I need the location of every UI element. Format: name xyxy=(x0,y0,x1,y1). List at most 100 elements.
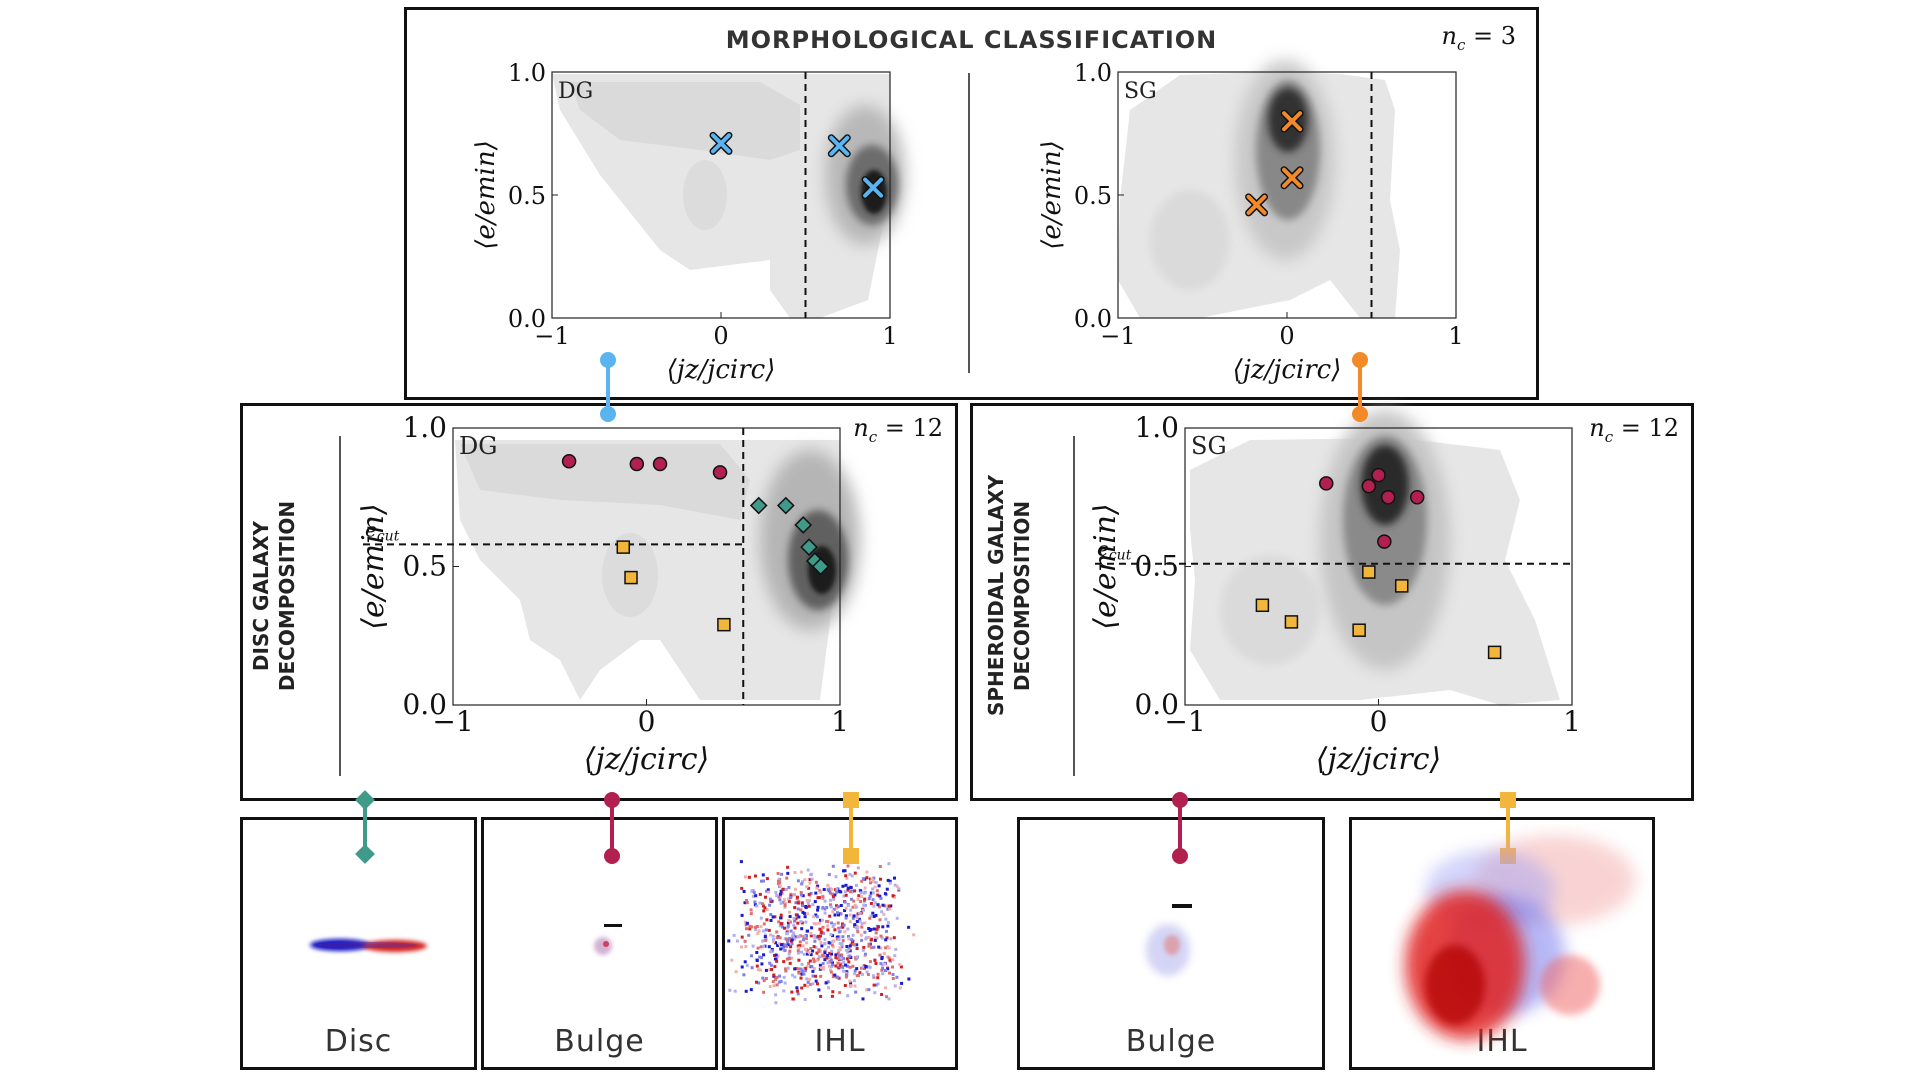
ihl-pixel xyxy=(887,904,891,908)
ihl-pixel xyxy=(846,904,850,908)
ecut-label: ecut xyxy=(365,517,400,544)
ihl-pixel xyxy=(773,953,776,957)
ihl-pixel xyxy=(881,967,885,970)
x-axis-label: ⟨jz/jcirc⟩ xyxy=(667,355,776,385)
ihl-pixel xyxy=(843,890,847,894)
marker-ihl xyxy=(1284,615,1299,629)
marker-cluster-centres xyxy=(827,134,851,158)
ihl-pixel xyxy=(823,958,827,962)
ihl-pixel xyxy=(778,924,782,928)
ihl-pixel xyxy=(807,951,811,955)
ihl-pixel xyxy=(796,901,800,905)
ihl-pixel xyxy=(872,945,876,949)
ihl-pixel xyxy=(842,894,846,898)
ihl-pixel xyxy=(886,967,890,971)
ihl-pixel xyxy=(893,895,896,899)
ihl-pixel xyxy=(834,956,838,960)
ihl-pixel xyxy=(783,926,786,930)
ihl-pixel xyxy=(880,993,884,996)
ihl-pixel xyxy=(779,894,782,898)
ihl-pixel xyxy=(837,926,841,930)
ihl-pixel xyxy=(795,895,799,899)
panel-label: SG xyxy=(1191,432,1227,460)
ihl-pixel xyxy=(883,962,887,966)
marker-bulge xyxy=(652,456,668,472)
ihl-pixel xyxy=(891,958,895,962)
ihl-pixel xyxy=(772,984,776,988)
ihl-pixel xyxy=(841,884,845,888)
ihl-pixel xyxy=(817,937,821,941)
chart-middle-right: SG −1 0 1 0.0 0.5 1.0 ⟨jz/jcirc⟩ ⟨e/emin⟩ecut xyxy=(1088,411,1581,777)
ihl-pixel xyxy=(861,948,865,952)
ihl-pixel xyxy=(796,989,799,993)
ihl-pixel xyxy=(879,934,883,938)
ihl-pixel xyxy=(791,973,794,977)
ihl-pixel xyxy=(768,985,772,988)
ihl-pixel xyxy=(819,974,823,978)
ihl-pixel xyxy=(835,937,839,941)
ihl-pixel xyxy=(907,977,911,981)
ihl-pixel xyxy=(787,899,791,903)
ihl-pixel xyxy=(799,891,803,894)
ihl-pixel xyxy=(781,887,785,891)
ihl-pixel xyxy=(884,986,888,990)
ihl-pixel xyxy=(871,887,875,891)
ihl-pixel xyxy=(756,968,760,972)
ihl-pixel xyxy=(830,965,833,968)
connector-teal-top-diamond xyxy=(355,790,375,810)
ihl-pixel xyxy=(783,948,787,952)
chart-middle-left: DG −1 0 1 0.0 0.5 1.0 ⟨jz/jcirc⟩ ⟨e/emin⟩ecut xyxy=(356,411,849,777)
panel-label: DG xyxy=(558,79,593,104)
connector-crimson-right-top-dot xyxy=(1172,792,1188,808)
ihl-pixel xyxy=(792,917,796,920)
ihl-pixel xyxy=(808,959,812,963)
ihl-pixel xyxy=(825,906,829,909)
ihl-pixel xyxy=(853,871,857,875)
connector-blue xyxy=(600,352,616,422)
ihl-pixel xyxy=(796,921,800,925)
panel-label: SG xyxy=(1124,79,1157,104)
ihl-pixel xyxy=(855,947,859,950)
ihl-pixel xyxy=(874,931,878,935)
ihl-pixel xyxy=(793,919,797,923)
ihl-pixel xyxy=(754,874,757,878)
ihl-pixel xyxy=(826,883,830,887)
marker-bulge xyxy=(1380,490,1396,505)
ihl-pixel xyxy=(834,953,838,957)
ihl-pixel xyxy=(796,907,800,911)
ecut-label-sub: cut xyxy=(377,528,400,544)
ihl-pixel xyxy=(853,969,857,973)
ihl-pixel xyxy=(821,953,825,957)
ihl-pixel xyxy=(875,927,879,931)
ihl-pixel xyxy=(851,940,854,944)
ihl-pixel xyxy=(732,933,736,937)
ihl-pixel xyxy=(759,945,763,949)
ihl-pixel xyxy=(819,966,823,970)
ihl-pixel xyxy=(791,997,795,1001)
ihl-pixel xyxy=(771,980,775,984)
connector-yellow-left-top-square xyxy=(843,792,859,808)
ihl-pixel xyxy=(782,900,785,904)
ihl-pixel xyxy=(858,911,862,915)
ihl-pixel xyxy=(789,945,793,949)
ihl-pixel xyxy=(796,967,800,971)
ihl-pixel xyxy=(810,872,814,876)
ihl-pixel xyxy=(841,935,845,939)
ihl-pixel xyxy=(793,871,797,874)
ihl-pixel xyxy=(803,878,807,882)
ihl-pixel xyxy=(774,993,778,997)
ihl-pixel xyxy=(874,962,878,965)
charts-layer: DG −1 0 1 0.0 0.5 1.0 ⟨jz/jcirc⟩ ⟨e/emin⟩ SG −1 0 1 0… xyxy=(356,59,1581,777)
ihl-pixel xyxy=(765,918,769,922)
ihl-pixel xyxy=(804,967,808,971)
ihl-pixel xyxy=(844,963,848,967)
ihl-pixel xyxy=(837,949,841,952)
ihl-pixel xyxy=(761,939,765,943)
ihl-pixel xyxy=(831,963,835,967)
ihl-pixel xyxy=(819,930,823,934)
ihl-pixel xyxy=(800,927,804,931)
ihl-pixel xyxy=(849,981,853,985)
ihl-pixel xyxy=(779,916,783,920)
ihl-pixel xyxy=(863,886,867,890)
ihl-pixel xyxy=(772,938,775,942)
